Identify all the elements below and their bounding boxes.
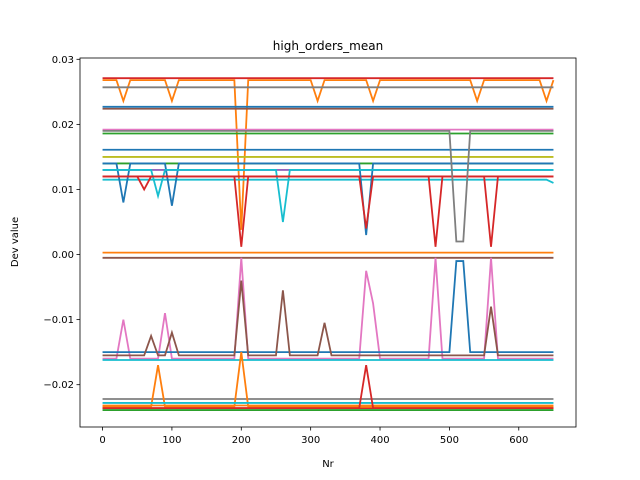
y-tick-label: 0.02 xyxy=(52,120,74,131)
x-axis-label: Nr xyxy=(322,459,334,470)
y-tick-label: 0.01 xyxy=(52,185,74,196)
x-tick-label: 300 xyxy=(301,435,320,446)
series-line-22 xyxy=(102,280,554,357)
x-axis: 0 100 200 300 400 500 600 xyxy=(99,427,528,446)
y-axis-label: Dev value xyxy=(10,217,21,267)
series-line-2 xyxy=(102,79,555,230)
plot-frame xyxy=(79,57,577,428)
x-tick-label: 0 xyxy=(99,435,105,446)
chart-title: high_orders_mean xyxy=(273,39,383,53)
series-line-13 xyxy=(102,178,554,184)
x-tick-label: 400 xyxy=(370,435,389,446)
series-layer xyxy=(102,77,555,411)
series-line-15 xyxy=(102,169,554,223)
x-tick-label: 600 xyxy=(509,435,528,446)
x-tick-label: 200 xyxy=(232,435,251,446)
series-line-17 xyxy=(102,129,554,243)
series-line-28 xyxy=(102,352,554,408)
y-tick-label: 0.00 xyxy=(52,250,74,261)
series-line-16 xyxy=(102,175,554,247)
series-line-30 xyxy=(102,365,554,410)
y-tick-label: −0.01 xyxy=(43,315,74,326)
x-tick-label: 100 xyxy=(162,435,181,446)
y-axis: −0.02 −0.01 0.00 0.01 0.02 0.03 xyxy=(43,55,80,391)
x-tick-label: 500 xyxy=(440,435,459,446)
y-tick-label: −0.02 xyxy=(43,380,74,391)
y-tick-label: 0.03 xyxy=(52,55,74,66)
series-line-20 xyxy=(102,257,554,360)
